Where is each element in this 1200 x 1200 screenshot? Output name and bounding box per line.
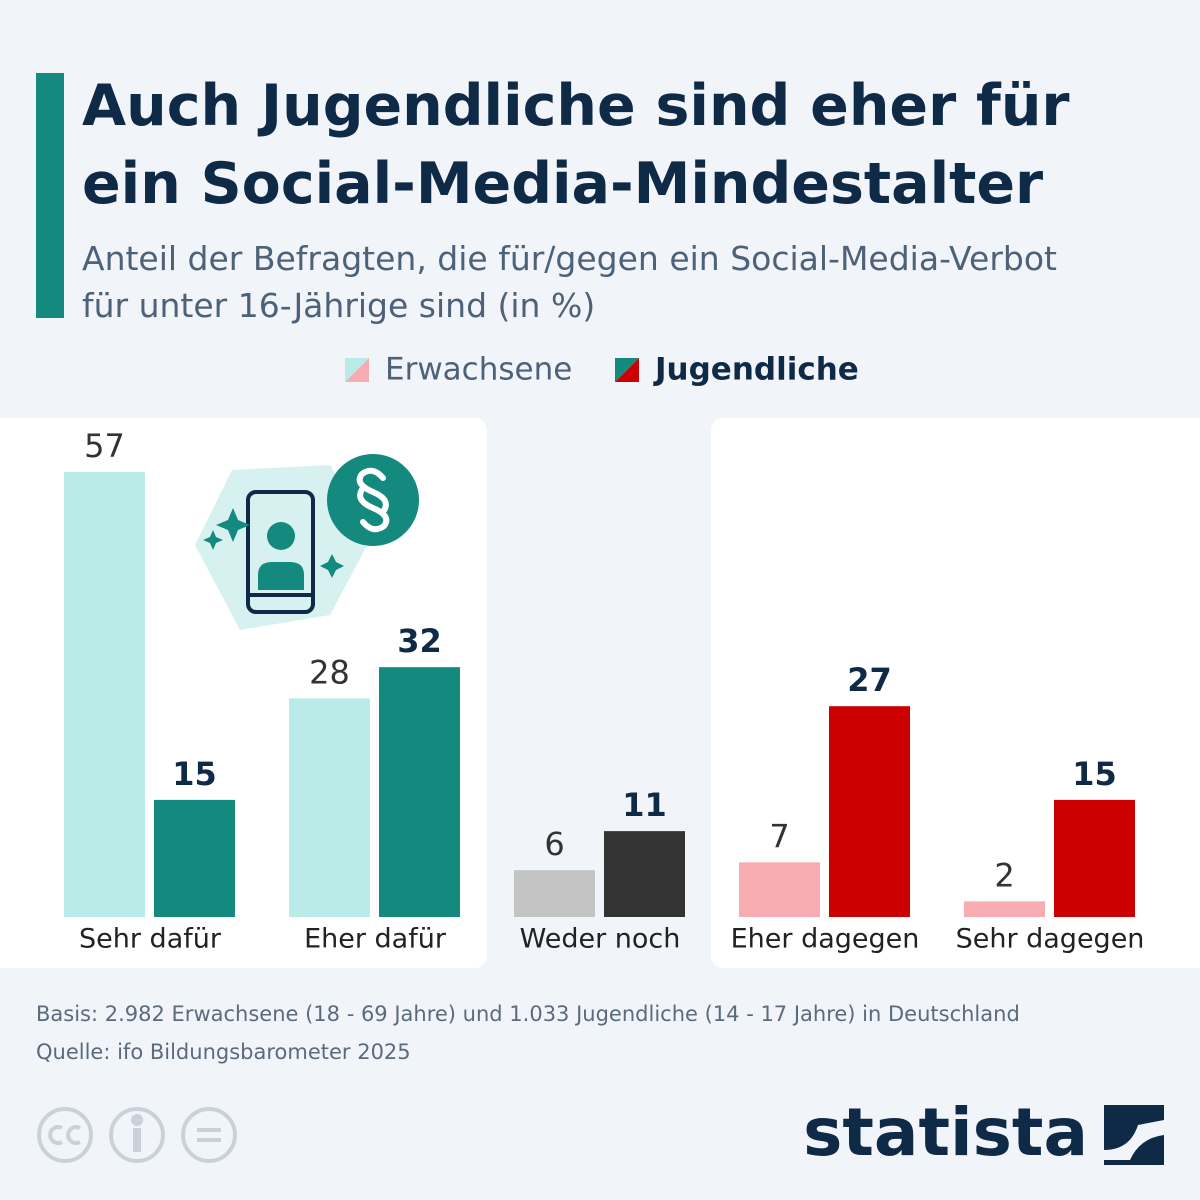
legend-swatch [345,358,369,382]
value-label: 57 [84,427,125,465]
bar [739,862,820,917]
value-label: 32 [397,622,442,660]
nd-icon [197,1128,221,1142]
chart-title: Auch Jugendliche sind eher für [82,73,1070,139]
value-label: 7 [769,817,789,855]
x-tick-label: Sehr dagegen [956,924,1145,955]
brand-mark [1104,1105,1164,1165]
value-label: 2 [994,856,1014,894]
bar [964,901,1045,917]
x-tick-label: Sehr dafür [79,924,222,955]
cc-icon [48,1125,81,1145]
person-icon [267,522,295,550]
value-label: 27 [847,661,892,699]
sparkle-icon [320,554,344,578]
paragraph-icon [327,454,419,546]
brand-mark [1104,1120,1164,1160]
brand-logo: statista [803,1094,1088,1171]
by-icon [131,1114,143,1126]
bar [379,667,460,917]
bar [514,870,595,917]
bar [289,698,370,917]
bar [1054,799,1135,917]
bar [604,831,685,917]
value-label: 28 [309,653,350,691]
legend-swatch [615,358,639,382]
paragraph-icon [356,467,390,533]
cc-icon [37,1107,93,1163]
illustration [195,454,419,630]
value-label: 6 [544,825,564,863]
person-icon [258,562,304,590]
nd-icon [181,1107,237,1163]
legend-label: Jugendliche [653,352,859,388]
chart-subtitle: Anteil der Befragten, die für/gegen ein … [82,239,1057,278]
x-tick-label: Weder noch [520,924,681,955]
bar [154,799,235,917]
value-label: 11 [622,786,667,824]
by-icon [109,1107,165,1163]
x-tick-label: Eher dagegen [731,924,920,955]
phone-icon [246,490,315,614]
bar [64,472,145,917]
basis-note: Basis: 2.982 Erwachsene (18 - 69 Jahre) … [36,1002,1020,1026]
value-label: 15 [1072,755,1117,793]
accent-bar [36,73,64,318]
source-note: Quelle: ifo Bildungsbarometer 2025 [36,1040,411,1064]
chart-title: ein Social-Media-Mindestalter [82,151,1043,217]
x-tick-label: Eher dafür [304,924,447,955]
sparkle-icon [216,508,250,542]
chart-subtitle: für unter 16-Jährige sind (in %) [82,286,595,325]
value-label: 15 [172,755,217,793]
legend-label: Erwachsene [385,352,572,388]
sparkle-icon [203,530,223,550]
license-icons [37,1107,237,1163]
bar [829,706,910,917]
